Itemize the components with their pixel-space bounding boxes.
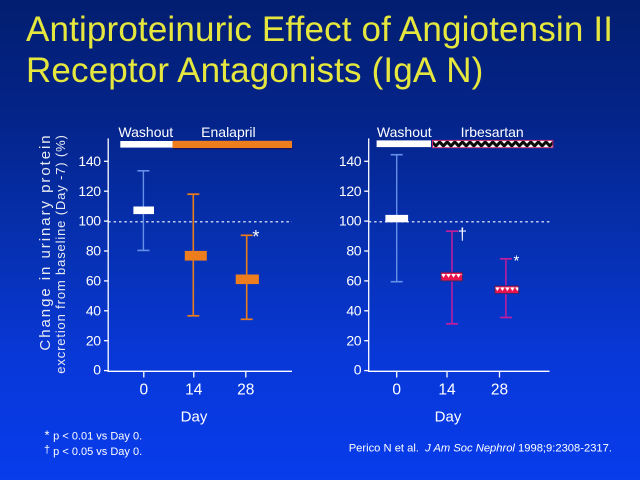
svg-text:120: 120 bbox=[78, 183, 101, 199]
svg-text:*: * bbox=[513, 253, 519, 270]
svg-text:* p < 0.01 vs Day 0.: * p < 0.01 vs Day 0. bbox=[45, 428, 143, 443]
svg-text:20: 20 bbox=[346, 332, 361, 348]
svg-text:† p < 0.05 vs Day 0.: † p < 0.05 vs Day 0. bbox=[44, 444, 142, 458]
svg-text:40: 40 bbox=[86, 302, 101, 318]
svg-text:60: 60 bbox=[346, 273, 361, 289]
svg-text:0: 0 bbox=[354, 362, 362, 378]
svg-text:Day: Day bbox=[181, 409, 208, 426]
svg-text:120: 120 bbox=[339, 183, 362, 199]
svg-text:140: 140 bbox=[78, 153, 101, 169]
svg-text:†: † bbox=[458, 226, 467, 244]
svg-text:Washout: Washout bbox=[118, 124, 173, 140]
svg-text:80: 80 bbox=[346, 243, 361, 259]
svg-text:28: 28 bbox=[491, 381, 508, 398]
svg-text:14: 14 bbox=[185, 381, 203, 398]
svg-text:Day: Day bbox=[435, 409, 462, 426]
svg-text:Washout: Washout bbox=[377, 124, 432, 140]
svg-text:0: 0 bbox=[93, 362, 101, 378]
svg-text:14: 14 bbox=[438, 381, 456, 398]
svg-text:80: 80 bbox=[86, 243, 101, 259]
svg-text:100: 100 bbox=[78, 213, 101, 229]
svg-text:excretion from baseline (Day -: excretion from baseline (Day -7) (%) bbox=[53, 134, 68, 373]
svg-text:0: 0 bbox=[139, 381, 148, 398]
svg-text:40: 40 bbox=[346, 302, 361, 318]
svg-text:Enalapril: Enalapril bbox=[201, 124, 255, 140]
svg-text:100: 100 bbox=[339, 213, 362, 229]
svg-text:60: 60 bbox=[86, 273, 101, 289]
svg-text:Perico N et al. J Am Soc Neph: Perico N et al. J Am Soc Nephrol 1998;9:… bbox=[349, 443, 612, 455]
svg-text:0: 0 bbox=[392, 381, 401, 398]
svg-text:140: 140 bbox=[339, 153, 362, 169]
svg-text:Change in urinary protein: Change in urinary protein bbox=[37, 133, 54, 350]
svg-text:Irbesartan: Irbesartan bbox=[461, 124, 524, 140]
svg-text:20: 20 bbox=[86, 332, 101, 348]
svg-text:28: 28 bbox=[237, 381, 254, 398]
svg-text:*: * bbox=[252, 227, 259, 247]
